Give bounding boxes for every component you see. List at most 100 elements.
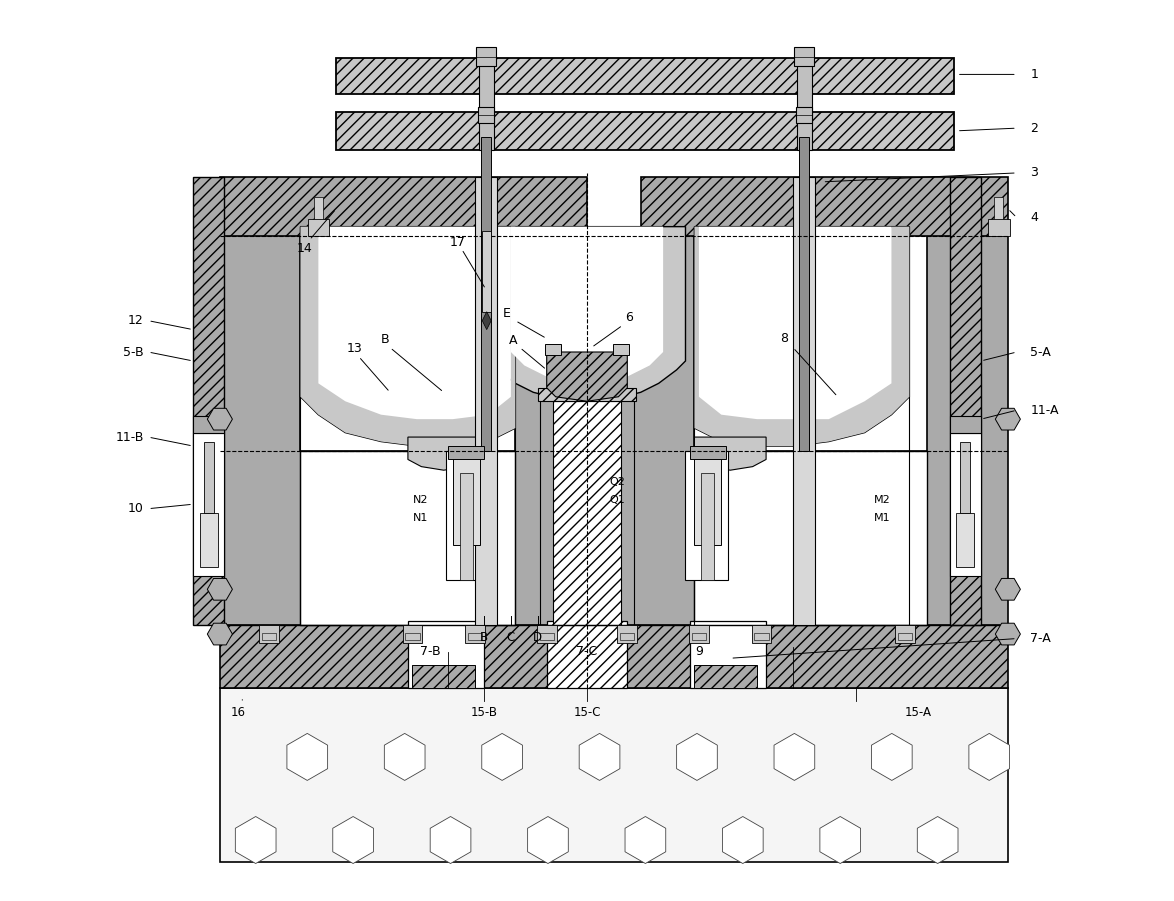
Text: N2: N2 — [412, 495, 427, 505]
Polygon shape — [301, 227, 515, 446]
Bar — [453, 455, 479, 544]
Bar — [412, 666, 475, 687]
Polygon shape — [996, 408, 1020, 430]
Bar — [407, 621, 484, 687]
Polygon shape — [483, 312, 491, 330]
Bar — [613, 344, 629, 355]
Text: 7-B: 7-B — [420, 645, 440, 659]
Bar — [479, 56, 494, 150]
Text: 11-B: 11-B — [115, 431, 143, 443]
Text: 4: 4 — [1031, 211, 1038, 224]
Polygon shape — [695, 227, 910, 446]
Polygon shape — [625, 816, 666, 863]
Bar — [755, 633, 769, 641]
Text: 8: 8 — [780, 332, 788, 345]
Text: 16: 16 — [230, 705, 245, 719]
Polygon shape — [220, 227, 587, 625]
Bar — [895, 625, 915, 643]
Bar — [468, 633, 483, 641]
Bar — [308, 220, 329, 235]
Bar — [445, 450, 488, 580]
Bar — [950, 432, 981, 576]
Bar — [690, 446, 726, 460]
Text: 14: 14 — [297, 241, 312, 255]
Bar — [465, 625, 485, 643]
Text: 12: 12 — [128, 314, 143, 327]
Bar — [405, 633, 419, 641]
Bar — [695, 666, 757, 687]
Bar — [795, 47, 814, 67]
Polygon shape — [481, 733, 522, 780]
Polygon shape — [819, 816, 861, 863]
Bar — [220, 177, 587, 235]
Text: M1: M1 — [873, 513, 890, 523]
Polygon shape — [871, 733, 912, 780]
Text: A: A — [510, 334, 518, 347]
Bar — [204, 441, 215, 514]
Bar — [483, 232, 491, 312]
Polygon shape — [235, 816, 276, 863]
Text: D: D — [533, 632, 542, 644]
Bar — [262, 633, 276, 641]
Bar — [538, 387, 636, 401]
Text: 1: 1 — [1031, 68, 1038, 81]
Polygon shape — [695, 227, 910, 446]
Text: M2: M2 — [873, 495, 890, 505]
Polygon shape — [286, 733, 328, 780]
Bar — [193, 432, 224, 576]
Text: 7-C: 7-C — [576, 645, 598, 659]
Bar — [690, 621, 767, 687]
Polygon shape — [774, 733, 815, 780]
Text: E: E — [502, 307, 511, 320]
Bar — [481, 137, 491, 450]
Text: 17: 17 — [450, 236, 465, 250]
Bar — [950, 177, 981, 625]
Polygon shape — [208, 408, 232, 430]
Polygon shape — [332, 816, 373, 863]
Text: 10: 10 — [128, 502, 143, 515]
Polygon shape — [488, 227, 686, 401]
Bar — [540, 633, 554, 641]
Text: 15-B: 15-B — [471, 705, 498, 719]
Bar — [403, 625, 423, 643]
Text: 9: 9 — [695, 645, 703, 659]
Polygon shape — [407, 437, 479, 470]
Bar — [799, 137, 809, 450]
Polygon shape — [511, 227, 663, 383]
Polygon shape — [695, 450, 927, 625]
Bar — [641, 177, 1007, 235]
Polygon shape — [996, 623, 1020, 645]
Bar — [220, 625, 1007, 687]
Text: 5-B: 5-B — [123, 345, 143, 359]
Bar — [201, 514, 218, 567]
Polygon shape — [527, 816, 568, 863]
Polygon shape — [996, 578, 1020, 600]
Bar — [547, 621, 627, 687]
Bar — [689, 625, 709, 643]
Polygon shape — [208, 578, 232, 600]
Bar — [475, 177, 498, 625]
Bar — [620, 633, 634, 641]
Text: B: B — [382, 333, 390, 346]
Bar — [477, 47, 497, 67]
Polygon shape — [722, 816, 763, 863]
Polygon shape — [301, 227, 515, 446]
Text: N1: N1 — [412, 513, 427, 523]
Bar — [792, 177, 815, 625]
Bar — [618, 625, 637, 643]
Text: C: C — [507, 632, 515, 644]
Bar — [956, 514, 973, 567]
Polygon shape — [430, 816, 471, 863]
Bar — [950, 416, 981, 432]
Bar — [259, 625, 279, 643]
Polygon shape — [579, 733, 620, 780]
Bar — [796, 56, 811, 150]
Bar — [537, 625, 556, 643]
Bar — [959, 441, 970, 514]
Bar — [193, 177, 224, 625]
Bar — [336, 59, 954, 94]
Polygon shape — [969, 733, 1010, 780]
Bar — [545, 344, 561, 355]
Bar — [994, 197, 1004, 220]
Bar — [220, 687, 1007, 862]
